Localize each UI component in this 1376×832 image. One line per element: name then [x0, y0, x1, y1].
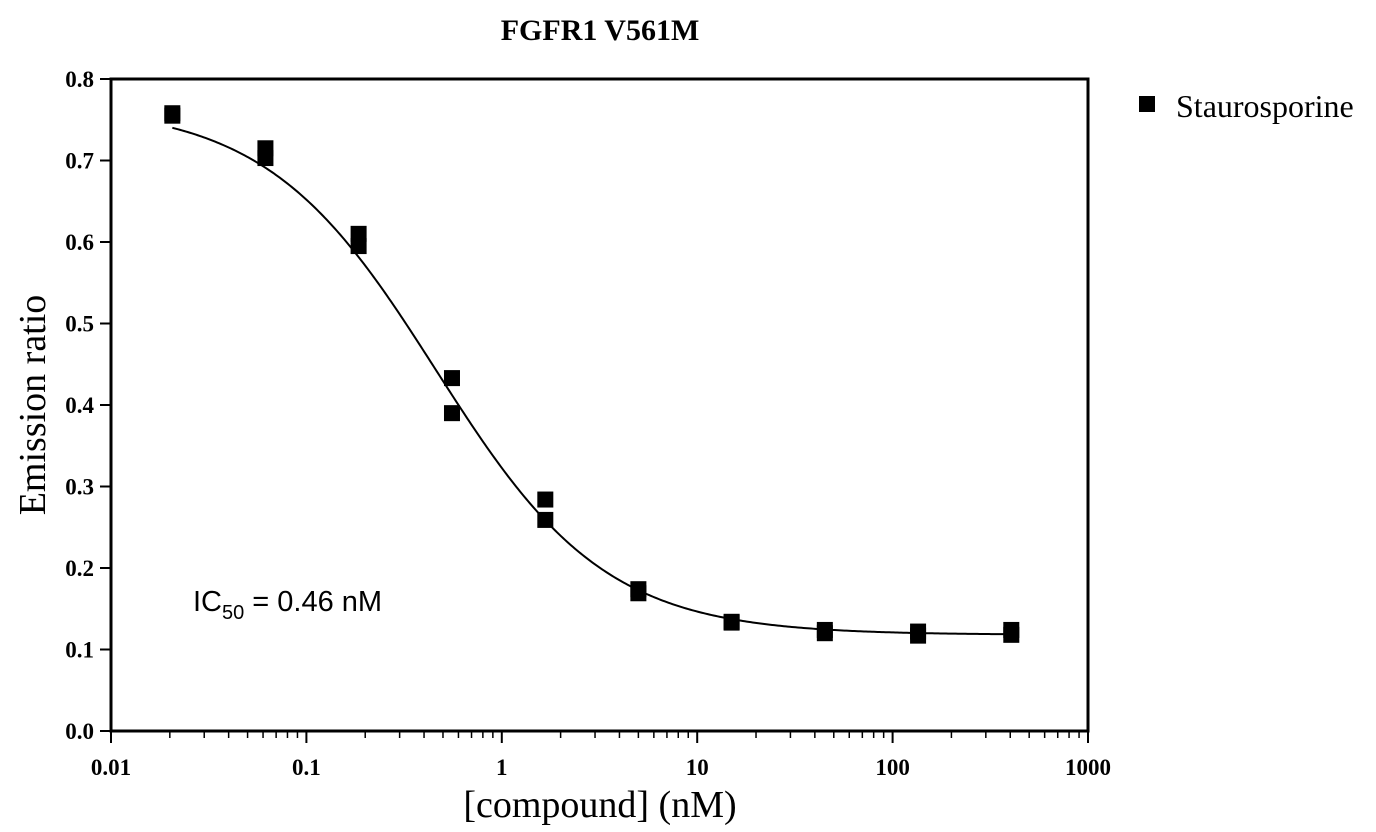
data-point: [164, 107, 181, 124]
data-point: [537, 511, 554, 528]
ic50-subscript: 50: [222, 602, 244, 624]
x-tick-label: 10: [686, 755, 709, 780]
x-tick-label: 0.01: [91, 755, 131, 780]
y-tick-label: 0.6: [65, 230, 94, 255]
legend-marker-staurosporine: [1139, 96, 1155, 112]
data-point: [537, 491, 554, 508]
ic50-prefix: IC: [193, 586, 222, 618]
ic50-annotation: IC50 = 0.46 nM: [193, 586, 382, 624]
x-axis-label: [compound] (nM): [463, 784, 736, 826]
legend: Staurosporine: [1139, 88, 1354, 124]
ic50-value: = 0.46 nM: [244, 586, 382, 618]
y-tick-label: 0.8: [65, 67, 94, 92]
data-point: [816, 625, 833, 642]
y-tick-label: 0.2: [65, 556, 94, 581]
legend-label-staurosporine: Staurosporine: [1176, 88, 1354, 124]
fit-curve-layer: [172, 126, 1011, 636]
y-tick-label: 0.4: [65, 393, 94, 418]
data-point: [910, 627, 927, 644]
data-point: [350, 225, 367, 242]
x-tick-label: 1000: [1065, 755, 1111, 780]
chart-title: FGFR1 V561M: [501, 14, 700, 47]
y-tick-label: 0.0: [65, 719, 94, 744]
y-axis-label: Emission ratio: [12, 295, 54, 516]
data-point: [1003, 626, 1020, 643]
data-point: [443, 370, 460, 387]
x-tick-label: 100: [875, 755, 910, 780]
y-tick-label: 0.7: [65, 149, 94, 174]
data-point: [443, 405, 460, 422]
y-tick-label: 0.1: [65, 638, 94, 663]
x-tick-label: 1: [496, 755, 508, 780]
y-axis: 0.0 0.1 0.2 0.3 0.4 0.5 0.6 0.7 0.8: [65, 67, 111, 744]
y-tick-label: 0.5: [65, 312, 94, 337]
fit-curve-staurosporine: [172, 126, 1011, 636]
y-tick-label: 0.3: [65, 475, 94, 500]
data-point: [723, 614, 740, 631]
x-tick-label: 0.1: [292, 755, 321, 780]
data-point: [630, 585, 647, 602]
data-point: [350, 238, 367, 255]
x-axis: 0.01 0.1 1 10 100 1000: [91, 731, 1111, 780]
data-point: [257, 150, 274, 167]
data-points-layer: [164, 105, 1020, 644]
